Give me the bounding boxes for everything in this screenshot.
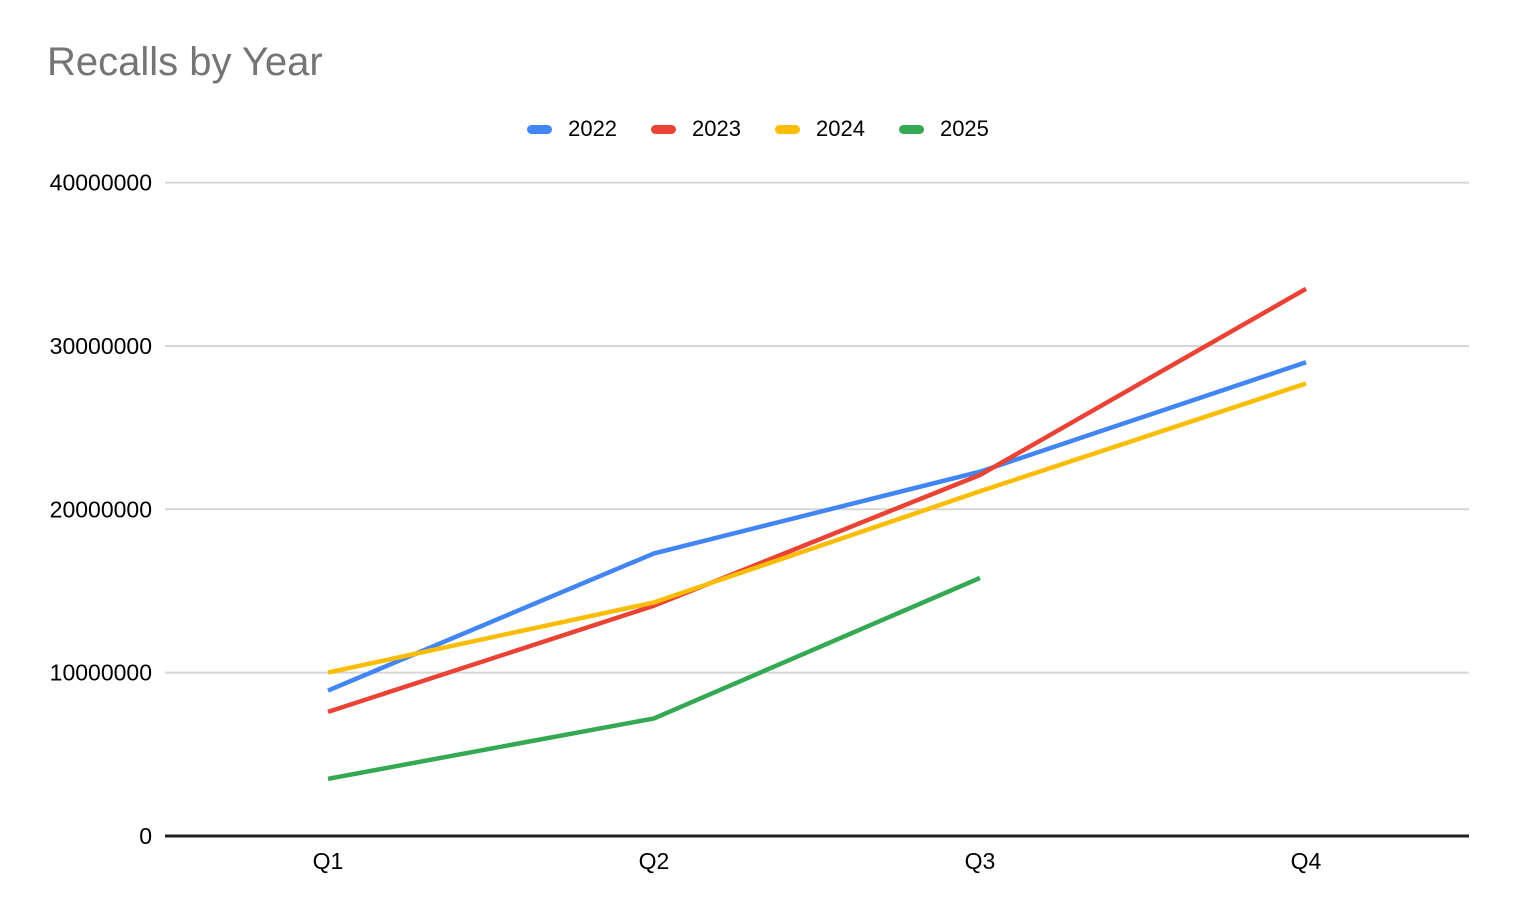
x-axis-category-label: Q1 <box>313 848 344 874</box>
x-axis-category-label: Q4 <box>1291 848 1322 874</box>
legend-label: 2025 <box>939 116 989 141</box>
legend-item-2024: 2024 <box>775 118 865 140</box>
y-axis-tick-label: 30000000 <box>50 333 152 359</box>
chart-legend: 2022 2023 2024 2025 <box>0 112 1516 146</box>
x-axis-category-label: Q3 <box>965 848 996 874</box>
legend-swatch-icon <box>527 124 553 134</box>
y-axis-tick-label: 40000000 <box>50 170 152 196</box>
series-line-2023 <box>327 286 1308 715</box>
legend-label: 2024 <box>816 116 865 141</box>
y-axis-tick-label: 0 <box>139 823 152 849</box>
legend-item-2022: 2022 <box>527 118 617 140</box>
chart-title: Recalls by Year <box>47 40 323 84</box>
series-line-2024 <box>327 381 1307 675</box>
legend-swatch-icon <box>775 124 800 134</box>
legend-swatch-icon <box>651 124 677 134</box>
legend-label: 2023 <box>692 116 741 141</box>
legend-label: 2022 <box>568 116 618 141</box>
series-line-2025 <box>327 575 981 782</box>
legend-item-2023: 2023 <box>651 118 741 140</box>
series-line-2022 <box>327 360 1307 693</box>
legend-item-2025: 2025 <box>898 116 989 141</box>
y-axis-tick-label: 20000000 <box>50 496 152 522</box>
y-axis-tick-label: 10000000 <box>50 660 152 686</box>
x-axis-category-label: Q2 <box>639 848 670 874</box>
legend-swatch-icon <box>898 124 924 134</box>
